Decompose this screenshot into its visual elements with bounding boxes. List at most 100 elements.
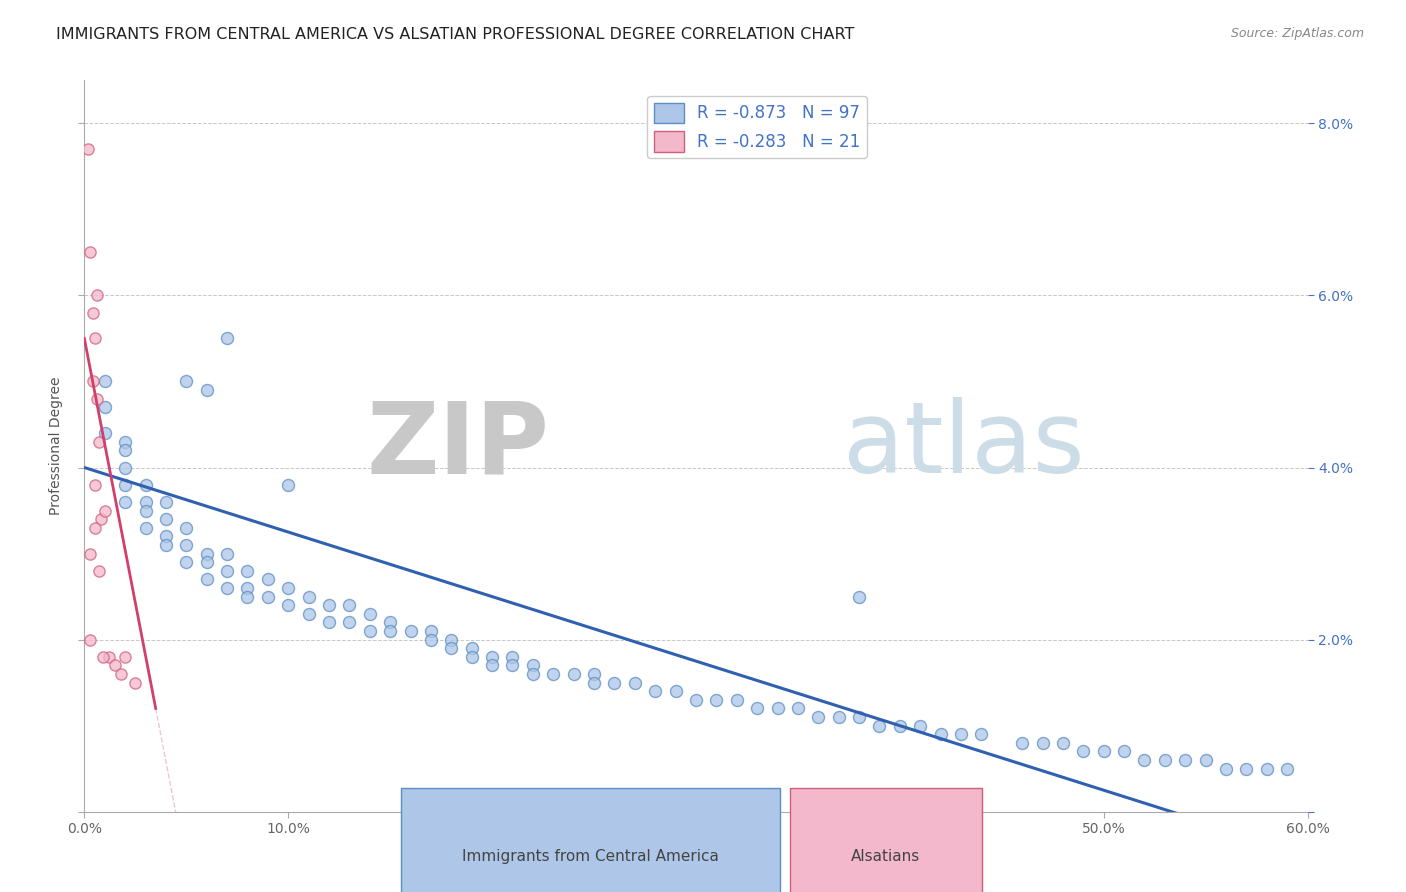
Point bbox=[93, 401, 115, 415]
Point bbox=[236, 581, 259, 595]
Point bbox=[257, 573, 280, 587]
Point bbox=[87, 564, 110, 578]
Point bbox=[298, 590, 321, 604]
Point bbox=[461, 649, 484, 664]
Point bbox=[135, 521, 157, 535]
Point bbox=[1011, 736, 1033, 750]
Legend: R = -0.873   N = 97, R = -0.283   N = 21: R = -0.873 N = 97, R = -0.283 N = 21 bbox=[647, 96, 868, 158]
Y-axis label: Professional Degree: Professional Degree bbox=[49, 376, 63, 516]
Point bbox=[502, 658, 524, 673]
Point bbox=[174, 555, 197, 569]
Point bbox=[787, 701, 810, 715]
Point bbox=[543, 667, 565, 681]
Point bbox=[1215, 762, 1237, 776]
Point bbox=[1174, 753, 1197, 767]
Text: IMMIGRANTS FROM CENTRAL AMERICA VS ALSATIAN PROFESSIONAL DEGREE CORRELATION CHAR: IMMIGRANTS FROM CENTRAL AMERICA VS ALSAT… bbox=[56, 27, 855, 42]
Point bbox=[83, 521, 105, 535]
Point bbox=[79, 547, 101, 561]
Point bbox=[522, 667, 544, 681]
Point bbox=[155, 512, 177, 526]
Point bbox=[1154, 753, 1177, 767]
Point bbox=[82, 305, 104, 319]
Text: Alsatians: Alsatians bbox=[851, 849, 921, 863]
Point bbox=[644, 684, 666, 698]
Point bbox=[97, 649, 120, 664]
Point bbox=[83, 331, 105, 345]
Point bbox=[461, 641, 484, 656]
Point bbox=[174, 375, 197, 389]
Point bbox=[522, 658, 544, 673]
Point bbox=[277, 477, 299, 491]
Point bbox=[298, 607, 321, 621]
Point bbox=[155, 529, 177, 543]
Point bbox=[420, 632, 443, 647]
Point bbox=[562, 667, 585, 681]
Point bbox=[87, 434, 110, 449]
Point bbox=[195, 573, 218, 587]
Point bbox=[1277, 762, 1299, 776]
Point bbox=[217, 547, 239, 561]
Point bbox=[83, 477, 105, 491]
Point bbox=[79, 632, 101, 647]
Point bbox=[440, 641, 463, 656]
Point bbox=[77, 142, 100, 156]
Point bbox=[277, 598, 299, 612]
Point bbox=[929, 727, 952, 741]
Point bbox=[86, 288, 108, 302]
Point bbox=[217, 564, 239, 578]
Point bbox=[583, 675, 606, 690]
Point bbox=[950, 727, 973, 741]
Point bbox=[124, 675, 146, 690]
Point bbox=[1236, 762, 1258, 776]
Point bbox=[114, 460, 136, 475]
Point bbox=[603, 675, 626, 690]
Point bbox=[1195, 753, 1218, 767]
Point bbox=[1073, 744, 1095, 758]
Point bbox=[195, 555, 218, 569]
Point bbox=[104, 658, 127, 673]
Point bbox=[257, 590, 280, 604]
Point bbox=[277, 581, 299, 595]
Point bbox=[318, 598, 340, 612]
Point bbox=[828, 710, 851, 724]
Point bbox=[665, 684, 688, 698]
Point bbox=[706, 693, 728, 707]
Point bbox=[339, 615, 361, 630]
Point bbox=[481, 649, 503, 664]
Point bbox=[90, 512, 112, 526]
Point bbox=[195, 547, 218, 561]
Point bbox=[114, 649, 136, 664]
Point bbox=[1092, 744, 1115, 758]
Point bbox=[93, 503, 115, 517]
Point bbox=[114, 495, 136, 509]
Point bbox=[174, 538, 197, 552]
Point bbox=[114, 434, 136, 449]
Point bbox=[86, 392, 108, 406]
Point bbox=[583, 667, 606, 681]
Point bbox=[502, 649, 524, 664]
Point bbox=[481, 658, 503, 673]
Point bbox=[217, 331, 239, 345]
Point bbox=[114, 443, 136, 458]
Point bbox=[807, 710, 830, 724]
Point bbox=[135, 503, 157, 517]
Point bbox=[1256, 762, 1278, 776]
Point bbox=[110, 667, 132, 681]
Point bbox=[725, 693, 748, 707]
Point bbox=[747, 701, 769, 715]
Point bbox=[217, 581, 239, 595]
Point bbox=[848, 590, 870, 604]
Point bbox=[155, 538, 177, 552]
Point bbox=[910, 719, 932, 733]
Point bbox=[339, 598, 361, 612]
Point bbox=[114, 477, 136, 491]
Point bbox=[359, 607, 381, 621]
Point bbox=[848, 710, 870, 724]
Point bbox=[970, 727, 993, 741]
Point bbox=[135, 477, 157, 491]
Point bbox=[82, 375, 104, 389]
Point bbox=[766, 701, 789, 715]
Point bbox=[359, 624, 381, 638]
Point bbox=[440, 632, 463, 647]
Point bbox=[1032, 736, 1054, 750]
